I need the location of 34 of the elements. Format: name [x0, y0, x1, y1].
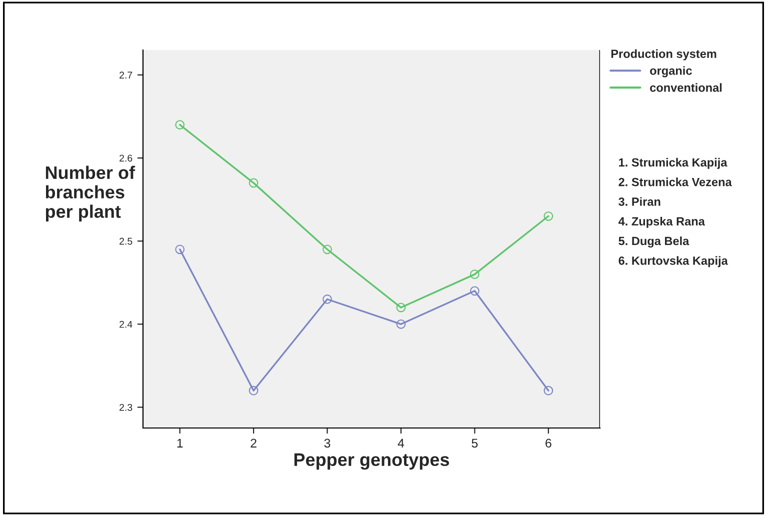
- x-tick-label: 3: [324, 438, 330, 448]
- legend-label: conventional: [650, 83, 722, 92]
- x-tick-label: 5: [472, 438, 478, 448]
- y-tick-label: 2.4: [120, 320, 132, 328]
- point: [322, 294, 332, 304]
- point: [248, 178, 258, 188]
- point: [544, 386, 554, 396]
- point: [544, 211, 554, 221]
- point: [470, 286, 480, 296]
- text: 6. Kurtovska Kapija: [618, 256, 728, 268]
- x-axis-title: Pepper genotypes: [294, 453, 450, 470]
- point: [470, 270, 480, 279]
- y-axis-title: Number of branches per plant: [46, 166, 136, 222]
- text: 5. Duga Bela: [618, 236, 690, 248]
- text: 2. Strumicka Vezena: [618, 178, 732, 186]
- x-tick-label: 1: [177, 438, 183, 448]
- y-tick-label: 2.3: [120, 404, 132, 411]
- x-tick-label: 4: [398, 438, 404, 448]
- point: [248, 386, 258, 396]
- point: [322, 244, 332, 254]
- x-tick-label: 2: [250, 438, 256, 448]
- x-tick-label: 6: [546, 438, 552, 448]
- y-tick-label: 2.6: [120, 154, 132, 162]
- text: 1. Strumicka Kapija: [619, 158, 728, 169]
- point: [396, 302, 406, 312]
- y-tick-label: 2.5: [120, 238, 132, 245]
- legend-title: Production system: [611, 49, 716, 60]
- legend-label: organic: [650, 66, 692, 78]
- y-tick-label: 2.7: [120, 72, 132, 78]
- point: [175, 120, 185, 130]
- text: 3. Piran: [618, 197, 660, 206]
- text: 4. Zupska Rana: [618, 216, 705, 228]
- point: [175, 244, 185, 254]
- point: [396, 319, 406, 329]
